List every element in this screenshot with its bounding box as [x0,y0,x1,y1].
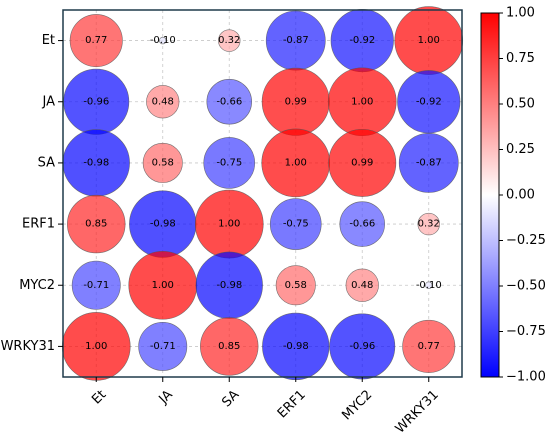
colorbar-tick-label: 0.50 [506,97,535,112]
cell-label-et-erf1: -0.87 [283,35,309,46]
x-tick-label-myc2: MYC2 [339,387,375,423]
grid-lines [63,10,462,377]
cell-label-erf1-et: 0.85 [85,219,107,230]
x-tick-label-et: Et [89,387,109,407]
plot-frame [62,9,463,378]
cell-label-erf1-myc2: -0.66 [349,219,375,230]
cell-label-et-sa: 0.32 [218,35,240,46]
bubble-ja-wrky31 [397,70,461,134]
colorbar-tick-label: 1.00 [506,6,535,21]
bubble-ja-ja [146,85,180,119]
cell-label-sa-wrky31: -0.87 [416,157,442,168]
bubble-erf1-et [67,194,126,254]
bubble-et-sa [218,29,241,52]
cell-label-wrky31-wrky31: 0.77 [418,341,440,352]
cell-label-sa-et: -0.98 [83,157,109,168]
cell-label-wrky31-ja: -0.71 [150,341,176,352]
colorbar-tick-label: 0.75 [506,51,535,66]
cell-label-ja-ja: 0.48 [152,96,174,107]
cell-label-erf1-wrky31: 0.32 [418,219,440,230]
y-tick-label-myc2: MYC2 [19,278,55,293]
bubble-erf1-myc2 [339,201,385,247]
cell-label-sa-ja: 0.58 [152,157,174,168]
cell-label-wrky31-et: 1.00 [85,341,107,352]
cell-label-myc2-myc2: 0.48 [351,280,373,291]
x-tick-label-erf1: ERF1 [275,387,309,421]
cell-label-ja-myc2: 1.00 [351,96,373,107]
y-tick-labels: Et JA SA ERF1 MYC2 WRKY31 [1,33,63,354]
colorbar-tick-label: 0.25 [506,142,535,157]
bubble-wrky31-ja [138,321,188,371]
colorbar-tick-label: −0.50 [506,279,546,294]
cell-label-myc2-et: -0.71 [83,280,109,291]
bubble-myc2-wrky31 [425,281,433,289]
y-tick-label-wrky31: WRKY31 [1,339,55,354]
cell-label-wrky31-erf1: -0.98 [283,341,309,352]
bubble-sa-myc2 [328,128,397,197]
x-tick-labels: Et JA SA ERF1 MYC2 WRKY31 [89,377,442,433]
x-tick-label-ja: JA [156,387,176,407]
colorbar-tick-label: −0.25 [506,233,546,248]
cell-label-sa-erf1: 1.00 [285,157,307,168]
cell-label-wrky31-sa: 0.85 [218,341,240,352]
y-tick-label-erf1: ERF1 [22,217,55,232]
colorbar-gradient [480,12,500,378]
x-tick-label-sa: SA [219,387,242,410]
bubble-sa-wrky31 [398,133,459,193]
cell-label-myc2-erf1: 0.58 [285,280,307,291]
y-tick-label-et: Et [42,33,55,48]
cell-label-ja-et: -0.96 [83,96,109,107]
cell-label-ja-erf1: 0.99 [285,96,307,107]
bubble-myc2-erf1 [275,265,316,306]
y-tick-label-ja: JA [42,94,56,109]
colorbar-tick-label: −0.75 [506,324,546,339]
bubble-sa-sa [203,137,256,189]
cell-label-myc2-wrky31: -0.10 [416,280,442,291]
colorbar-tick-label: 0.00 [506,188,535,203]
bubble-myc2-myc2 [345,268,379,302]
bubble-erf1-erf1 [269,198,322,250]
cell-label-et-ja: -0.10 [150,35,176,46]
cell-label-erf1-erf1: -0.75 [283,219,309,230]
bubble-et-et [69,14,123,68]
cell-label-sa-sa: -0.75 [216,157,242,168]
cell-label-erf1-sa: 1.00 [218,219,240,230]
colorbar-tick-label: −1.00 [506,370,546,385]
bubble-myc2-et [71,260,121,310]
x-tick-label-wrky31: WRKY31 [393,387,442,433]
bubble-sa-ja [142,142,183,183]
cell-label-et-et: 0.77 [85,35,107,46]
colorbar: 1.00 0.75 0.50 0.25 0.00 −0.25 −0.50 −0.75 −1.00 [480,6,546,385]
bubble-ja-sa [206,79,252,125]
colorbar-ticks: 1.00 0.75 0.50 0.25 0.00 −0.25 −0.50 −0.75 −1.00 [499,6,546,385]
cell-label-et-wrky31: 1.00 [418,35,440,46]
bubble-et-ja [159,36,167,45]
cell-label-et-myc2: -0.92 [349,35,375,46]
cell-label-erf1-ja: -0.98 [150,219,176,230]
cell-label-ja-sa: -0.66 [216,96,242,107]
bubble-erf1-wrky31 [417,212,440,236]
cell-label-ja-wrky31: -0.92 [416,96,442,107]
cell-label-sa-myc2: 0.99 [351,157,373,168]
cell-label-wrky31-myc2: -0.96 [349,341,375,352]
bubble-wrky31-wrky31 [402,319,456,373]
bubble-wrky31-sa [200,317,259,376]
bubble-layer: 0.77 -0.10 0.32 -0.87 -0.92 1.00 -0.96 0.48 -0.6… [61,6,464,381]
cell-label-myc2-ja: 1.00 [152,280,174,291]
y-tick-label-sa: SA [38,155,55,170]
cell-label-myc2-sa: -0.98 [216,280,242,291]
